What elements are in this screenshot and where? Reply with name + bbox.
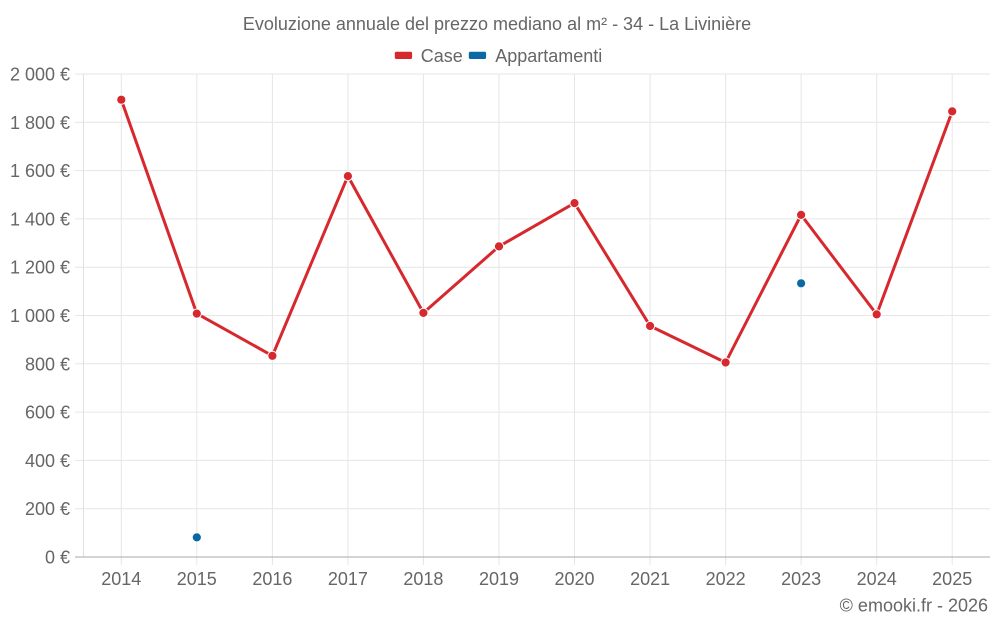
svg-text:600 €: 600 € bbox=[25, 403, 70, 423]
svg-text:400 €: 400 € bbox=[25, 451, 70, 471]
svg-text:Appartamenti: Appartamenti bbox=[495, 46, 602, 66]
svg-text:1 600 €: 1 600 € bbox=[10, 161, 70, 181]
svg-text:2017: 2017 bbox=[328, 569, 368, 589]
svg-text:2014: 2014 bbox=[101, 569, 141, 589]
svg-text:2025: 2025 bbox=[932, 569, 972, 589]
svg-text:2024: 2024 bbox=[857, 569, 897, 589]
svg-text:1 000 €: 1 000 € bbox=[10, 306, 70, 326]
svg-text:2016: 2016 bbox=[252, 569, 292, 589]
svg-text:2015: 2015 bbox=[177, 569, 217, 589]
svg-text:1 200 €: 1 200 € bbox=[10, 258, 70, 278]
svg-text:© emooki.fr - 2026: © emooki.fr - 2026 bbox=[840, 596, 988, 616]
svg-text:2020: 2020 bbox=[554, 569, 594, 589]
svg-text:Evoluzione annuale del prezzo: Evoluzione annuale del prezzo mediano al… bbox=[243, 14, 751, 34]
svg-text:2019: 2019 bbox=[479, 569, 519, 589]
svg-text:2021: 2021 bbox=[630, 569, 670, 589]
svg-text:800 €: 800 € bbox=[25, 354, 70, 374]
svg-text:1 800 €: 1 800 € bbox=[10, 113, 70, 133]
svg-text:2023: 2023 bbox=[781, 569, 821, 589]
svg-text:1 400 €: 1 400 € bbox=[10, 209, 70, 229]
svg-text:0 €: 0 € bbox=[45, 548, 70, 568]
svg-text:200 €: 200 € bbox=[25, 499, 70, 519]
svg-text:2 000 €: 2 000 € bbox=[10, 65, 70, 85]
svg-text:Case: Case bbox=[421, 46, 463, 66]
svg-text:2022: 2022 bbox=[706, 569, 746, 589]
svg-text:2018: 2018 bbox=[403, 569, 443, 589]
